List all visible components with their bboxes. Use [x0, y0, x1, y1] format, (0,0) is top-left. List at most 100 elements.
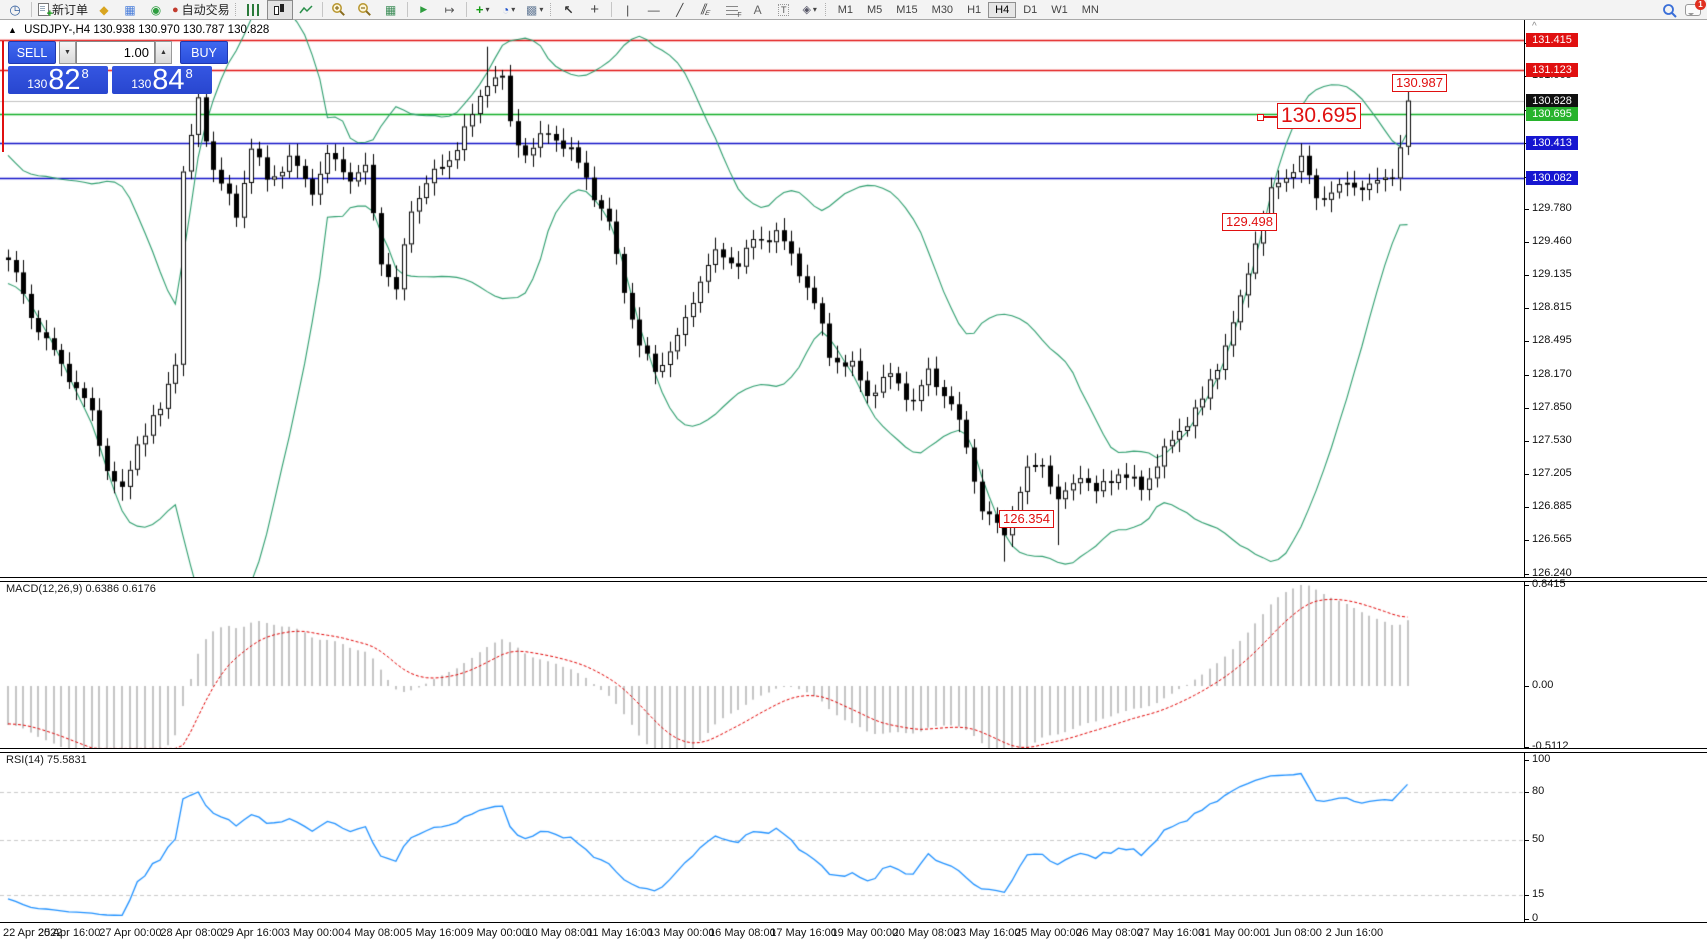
volume-increase-button[interactable]: ▲: [155, 41, 172, 64]
date-tick-label[interactable]: 26 May 08:00: [1076, 927, 1143, 939]
autotrading-button[interactable]: ● 自动交易: [169, 0, 233, 20]
new-order-button[interactable]: 新订单: [35, 0, 91, 20]
panel-splitter[interactable]: [0, 577, 1707, 582]
zoom-in-button[interactable]: [326, 0, 352, 20]
chart-shift-button[interactable]: ↦: [437, 0, 463, 20]
date-tick-label[interactable]: 2 Jun 16:00: [1325, 927, 1384, 939]
toolbar: ◷ 新订单 ◆ ▦ ◉ ●自动交易 ▦ ▶ ↦ +▾ ◔▾ ▩▾ ↖ + | —…: [0, 0, 1707, 20]
tab-timeframe-m30[interactable]: M30: [931, 3, 954, 16]
ask-price-display[interactable]: 130 84 8: [112, 64, 212, 96]
auto-scroll-button[interactable]: ▶: [411, 0, 437, 20]
volume-decrease-button[interactable]: ▼: [59, 41, 76, 64]
price-callout: 126.354: [999, 510, 1054, 528]
date-tick-label[interactable]: 10 May 08:00: [525, 927, 593, 939]
chart-clock-button[interactable]: ◷: [2, 0, 28, 20]
toolbar-handle: [549, 3, 554, 16]
buy-button[interactable]: BUY: [180, 41, 228, 64]
tab-timeframe-h4[interactable]: H4: [988, 1, 1017, 18]
date-tick-label[interactable]: 20 May 08:00: [892, 927, 960, 939]
rsi-axis-label: 0: [1523, 912, 1539, 924]
horizontal-line-button[interactable]: —: [641, 0, 667, 20]
panel-splitter[interactable]: [0, 748, 1707, 753]
vertical-line-button[interactable]: |: [615, 0, 641, 20]
indicators-icon: +: [475, 2, 484, 17]
bar-chart-button[interactable]: [241, 0, 267, 20]
date-tick-label[interactable]: 19 May 00:00: [831, 927, 899, 939]
fibonacci-icon: [725, 4, 742, 19]
templates-button[interactable]: ▩ ▾: [522, 0, 548, 20]
tab-timeframe-mn[interactable]: MN: [1081, 3, 1099, 16]
candlestick-chart-button[interactable]: [266, 0, 293, 20]
date-tick-label[interactable]: 9 May 00:00: [467, 927, 528, 939]
price-callout: 130.987: [1392, 74, 1447, 92]
price-level-badge: 131.415: [1526, 33, 1578, 47]
date-tick-label[interactable]: 4 May 08:00: [344, 927, 406, 939]
date-tick-label[interactable]: 27 May 16:00: [1137, 927, 1205, 939]
price-tick-label: 128.170: [1524, 367, 1572, 380]
text-button[interactable]: A: [745, 0, 771, 20]
toolbar-handle: [234, 3, 239, 16]
market-depth-button[interactable]: ▦: [117, 0, 143, 20]
date-tick-label[interactable]: 5 May 16:00: [406, 927, 467, 939]
tab-timeframe-h1[interactable]: H1: [967, 3, 982, 16]
chevron-down-icon: ▾: [485, 5, 490, 14]
macd-signal-value: 0.6176: [122, 583, 156, 595]
tab-timeframe-m15[interactable]: M15: [896, 3, 918, 16]
ask-pips: 84: [152, 64, 185, 96]
date-tick-label[interactable]: 1 Jun 08:00: [1264, 927, 1322, 939]
date-tick-label[interactable]: 17 May 16:00: [770, 927, 837, 939]
signals-button[interactable]: ◉: [143, 0, 169, 20]
ask-point: 8: [185, 66, 193, 81]
date-tick-label[interactable]: 31 May 00:00: [1198, 927, 1266, 939]
text-label-button[interactable]: T: [771, 0, 797, 20]
indicators-button[interactable]: + ▾: [470, 0, 496, 20]
cursor-button[interactable]: ↖: [556, 0, 582, 20]
date-tick-label[interactable]: 27 Apr 00:00: [99, 927, 162, 939]
volume-input[interactable]: [76, 41, 155, 64]
price-tick-label: 128.495: [1524, 334, 1572, 347]
tile-windows-button[interactable]: ▦: [378, 0, 404, 20]
date-tick-label[interactable]: 25 May 00:00: [1015, 927, 1082, 939]
search-icon[interactable]: [1662, 3, 1677, 18]
collapse-triangle-icon[interactable]: ▲: [8, 25, 17, 35]
trendline-button[interactable]: ╱: [667, 0, 693, 20]
sell-button[interactable]: SELL: [8, 41, 56, 64]
templates-icon: ▩: [526, 2, 538, 17]
price-level-badge: 130.413: [1526, 136, 1578, 151]
date-tick-label[interactable]: 16 May 08:00: [709, 927, 776, 939]
metaeditor-button[interactable]: ◆: [91, 0, 117, 20]
date-tick-label[interactable]: 25 Apr 16:00: [37, 927, 101, 939]
chat-icon[interactable]: 1: [1685, 0, 1706, 16]
tab-timeframe-d1[interactable]: D1: [1023, 3, 1038, 16]
channel-button[interactable]: ∥: [693, 0, 719, 20]
zoom-out-button[interactable]: [352, 0, 378, 20]
shapes-button[interactable]: ◈ ▾: [797, 0, 823, 20]
tab-timeframe-m1[interactable]: M1: [837, 3, 853, 16]
date-tick-label[interactable]: 22 Apr 2022: [3, 927, 63, 939]
date-tick-label[interactable]: 11 May 16:00: [587, 927, 653, 939]
tab-timeframe-m5[interactable]: M5: [866, 3, 883, 16]
signals-icon: ◉: [150, 2, 162, 17]
date-tick-label[interactable]: 28 Apr 08:00: [160, 927, 223, 939]
macd-chart-canvas[interactable]: [0, 580, 1524, 748]
date-tick-label[interactable]: 3 May 00:00: [283, 927, 345, 939]
price-callout: 130.695: [1257, 103, 1361, 129]
crosshair-button[interactable]: +: [582, 0, 608, 20]
periods-button[interactable]: ◔ ▾: [496, 0, 522, 20]
bid-price-display[interactable]: 130 82 8: [8, 66, 108, 95]
chart-shift-icon: ↦: [444, 2, 455, 17]
trendline-icon: ╱: [676, 2, 684, 17]
rsi-chart-canvas[interactable]: [0, 751, 1524, 922]
tab-timeframe-w1[interactable]: W1: [1051, 3, 1068, 16]
date-tick-label[interactable]: 13 May 00:00: [647, 927, 715, 939]
line-chart-button[interactable]: [293, 0, 319, 20]
line-chart-icon: [299, 4, 313, 13]
fibonacci-button[interactable]: [719, 0, 745, 20]
price-chart-canvas[interactable]: [0, 20, 1524, 577]
axis-scroll-up-icon[interactable]: ^: [1532, 21, 1537, 32]
date-tick-label[interactable]: 23 May 16:00: [953, 927, 1021, 939]
date-tick-label[interactable]: 29 Apr 16:00: [221, 927, 284, 939]
toolbar-separator: [465, 2, 467, 17]
